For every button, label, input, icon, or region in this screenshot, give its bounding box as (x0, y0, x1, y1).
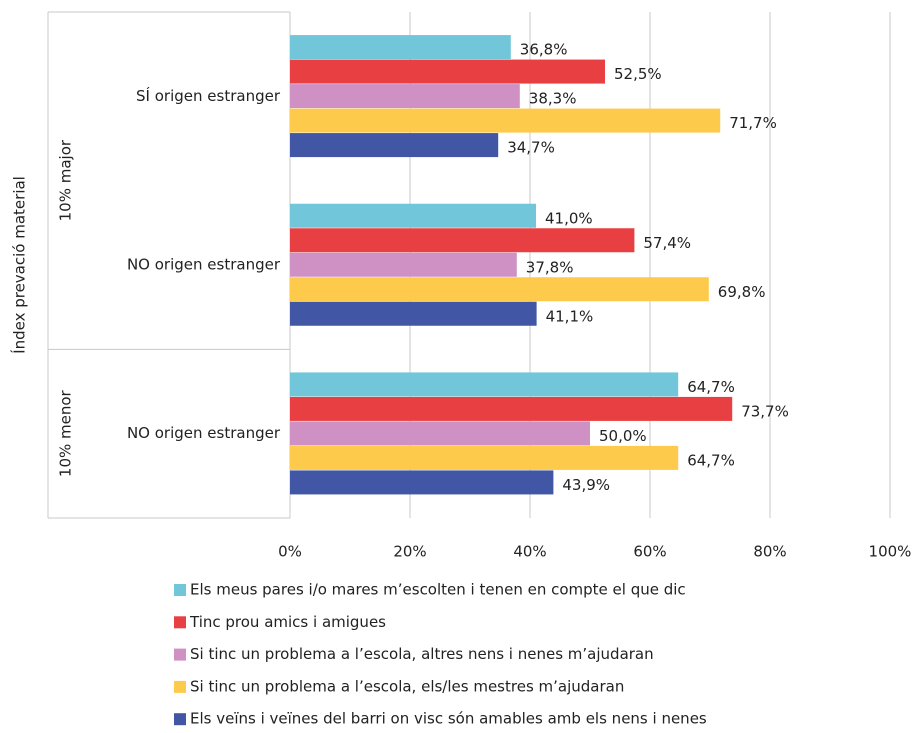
bar (290, 301, 537, 326)
value-label: 64,7% (687, 451, 735, 469)
legend-swatch (174, 648, 186, 661)
bar (290, 445, 679, 470)
legend-label: Els veïns i veïnes del barri on visc són… (190, 710, 707, 728)
value-label: 64,7% (687, 378, 735, 396)
value-label: 41,0% (545, 209, 593, 227)
legend-swatch (174, 713, 186, 726)
legend-label: Els meus pares i/o mares m’escolten i te… (190, 581, 686, 599)
bar (290, 372, 679, 397)
bar (290, 203, 536, 228)
value-label: 41,1% (546, 307, 594, 325)
x-tick-label: 40% (513, 543, 546, 561)
legend-swatch (174, 616, 186, 629)
legend-swatch (174, 584, 186, 596)
legend-label: Tinc prou amics i amigues (189, 613, 386, 631)
category-label: NO origen estranger (127, 256, 281, 274)
value-label: 38,3% (529, 90, 577, 108)
value-label: 71,7% (729, 114, 777, 132)
x-tick-label: 80% (753, 543, 786, 561)
bar (290, 84, 520, 109)
bar (290, 470, 554, 495)
value-label: 37,8% (526, 258, 574, 276)
value-label: 36,8% (520, 41, 568, 59)
bar (290, 396, 733, 421)
x-tick-label: 60% (633, 543, 666, 561)
bar (290, 421, 590, 446)
value-label: 34,7% (507, 139, 555, 157)
bar (290, 252, 517, 277)
group-label: 10% menor (57, 389, 75, 477)
x-tick-label: 20% (393, 543, 426, 561)
bar (290, 133, 499, 158)
legend-label: Si tinc un problema a l’escola, altres n… (190, 645, 654, 663)
value-label: 52,5% (614, 65, 662, 83)
value-label: 57,4% (643, 234, 691, 252)
bar (290, 35, 511, 60)
group-label: 10% major (57, 139, 75, 221)
x-tick-label: 0% (278, 543, 302, 561)
category-label: NO origen estranger (127, 424, 281, 442)
value-label: 69,8% (718, 283, 766, 301)
x-tick-label: 100% (869, 543, 912, 561)
y-axis-label: Índex prevació material (10, 176, 29, 354)
bar (290, 59, 605, 84)
legend-swatch (174, 680, 186, 693)
value-label: 50,0% (599, 427, 647, 445)
value-label: 43,9% (562, 476, 610, 494)
category-label: SÍ origen estranger (136, 86, 281, 105)
legend-label: Si tinc un problema a l’escola, els/les … (190, 677, 624, 695)
bar (290, 228, 635, 253)
value-label: 73,7% (741, 402, 789, 420)
bar (290, 108, 721, 133)
bar (290, 277, 709, 302)
